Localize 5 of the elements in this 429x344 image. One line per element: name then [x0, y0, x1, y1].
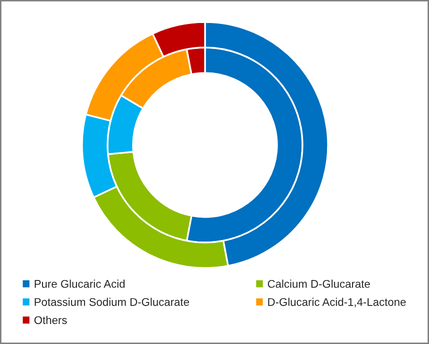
- legend-label: D-Glucaric Acid-1,4-Lactone: [268, 298, 406, 308]
- legend-label: Others: [34, 316, 67, 324]
- legend-label: Calcium D-Glucarate: [268, 280, 370, 288]
- legend-label: Pure Glucaric Acid: [34, 280, 125, 288]
- legend-label: Potassium Sodium D-Glucarate: [34, 298, 190, 306]
